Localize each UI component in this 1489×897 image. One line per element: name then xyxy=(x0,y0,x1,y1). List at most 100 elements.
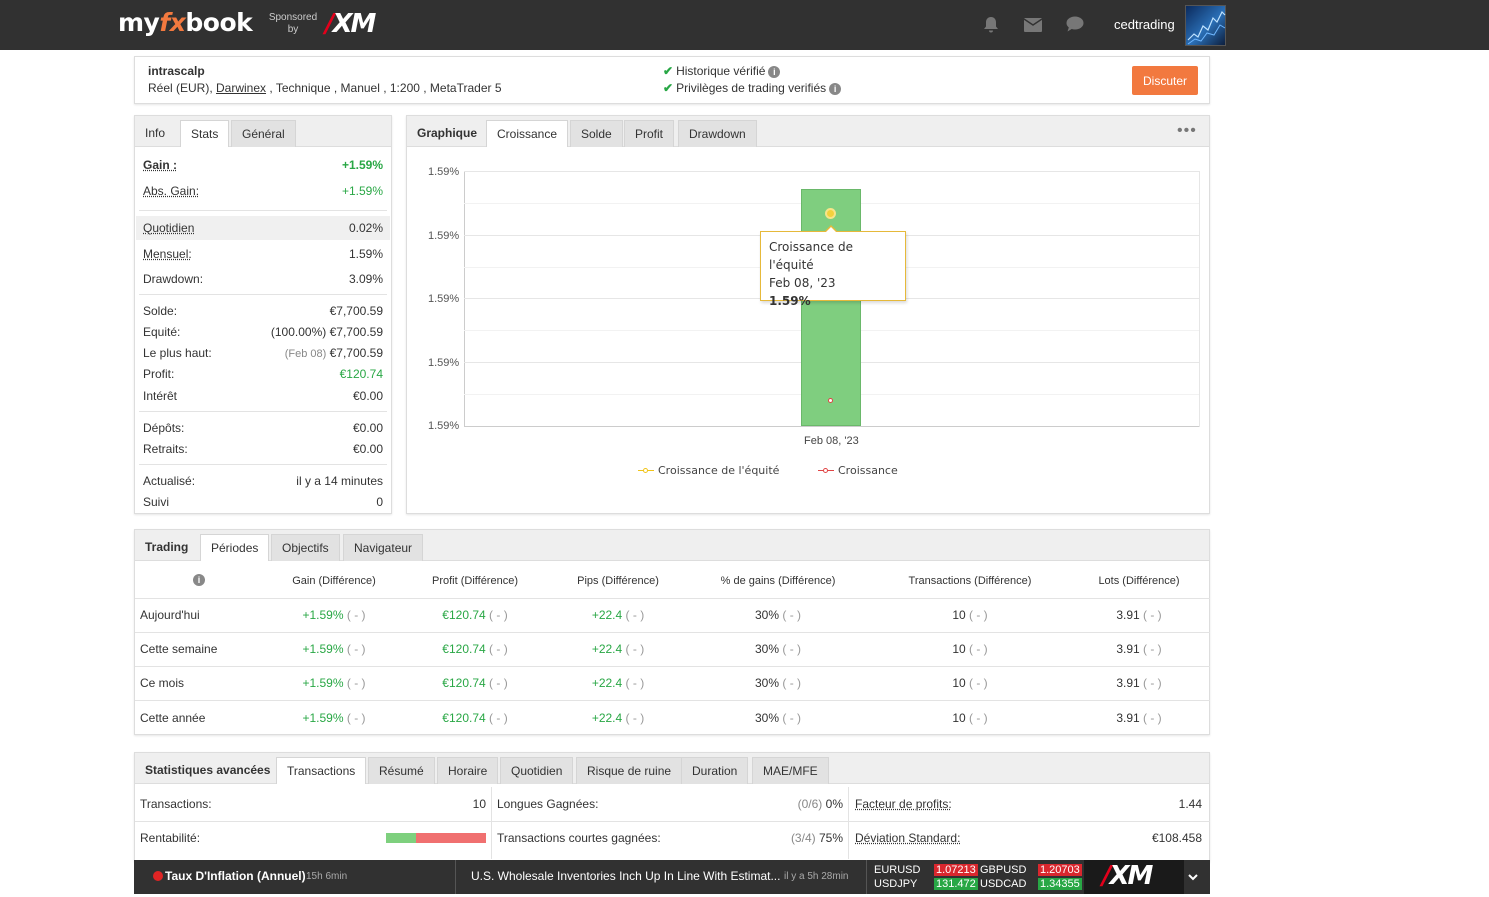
info-icon[interactable]: i xyxy=(768,65,781,78)
monthly-label[interactable]: Mensuel: xyxy=(143,247,192,261)
tab-duration[interactable]: Duration xyxy=(681,757,749,784)
account-header-panel xyxy=(134,56,1210,104)
drawdown-label: Drawdown: xyxy=(143,272,204,286)
info-icon[interactable]: i xyxy=(829,82,842,95)
row-divider xyxy=(135,821,1210,822)
chat-icon[interactable] xyxy=(1066,16,1084,34)
equity-growth-point[interactable] xyxy=(825,208,836,219)
economic-event[interactable]: Taux D'Inflation (Annuel) xyxy=(165,869,306,883)
adv-trades-label: Transactions: xyxy=(140,797,212,811)
divider xyxy=(139,464,387,465)
adv-profit-factor-label[interactable]: Facteur de profits: xyxy=(855,797,952,811)
broker-link[interactable]: Darwinex xyxy=(216,81,267,95)
table-divider xyxy=(135,598,1210,599)
daily-row-highlight xyxy=(136,216,390,240)
trading-privileges-verified: ✔ Privilèges de trading verifiés i xyxy=(663,81,842,95)
column-divider xyxy=(848,787,849,859)
tab-solde[interactable]: Solde xyxy=(570,120,623,147)
col-header-profit: Profit (Différence) xyxy=(432,575,518,587)
tab-objectifs[interactable]: Objectifs xyxy=(271,534,340,561)
tab-general[interactable]: Général xyxy=(231,120,296,147)
period-value: +22.4 xyxy=(591,711,623,725)
discuss-button[interactable]: Discuter xyxy=(1132,66,1198,95)
period-value: +1.59% xyxy=(302,711,344,725)
equity-percent: (100.00%) xyxy=(270,325,327,339)
period-cell-gain: +1.59% ( - ) xyxy=(284,608,384,622)
updated-label: Actualisé: xyxy=(143,474,196,488)
bell-icon[interactable] xyxy=(982,16,1000,34)
sponsored-by-text: by xyxy=(287,24,299,35)
gridline xyxy=(464,171,1199,172)
check-icon: ✔ xyxy=(663,81,674,95)
username-link[interactable]: cedtrading xyxy=(1114,17,1175,32)
tab-mae-mfe[interactable]: MAE/MFE xyxy=(752,757,829,784)
history-verified-text: Historique vérifié xyxy=(676,64,766,78)
xm-sponsor-logo[interactable]: /XM xyxy=(325,9,376,39)
legend-growth[interactable]: Croissance xyxy=(818,464,898,477)
period-difference: ( - ) xyxy=(489,711,508,725)
tooltip-date: Feb 08, '23 xyxy=(769,276,836,290)
tab-drawdown[interactable]: Drawdown xyxy=(678,120,757,147)
period-cell-profit: €120.74 ( - ) xyxy=(415,676,535,690)
tab-quotidien[interactable]: Quotidien xyxy=(500,757,574,784)
period-value: +22.4 xyxy=(591,642,623,656)
sponsored-text: Sponsored xyxy=(268,12,318,23)
long-won-percent: 0% xyxy=(825,797,843,811)
myfxbook-logo[interactable]: myfxbook xyxy=(118,8,253,37)
period-value: 3.91 xyxy=(1116,642,1140,656)
info-icon[interactable]: i xyxy=(193,574,205,586)
period-difference: ( - ) xyxy=(782,608,802,622)
tab-horaire[interactable]: Horaire xyxy=(437,757,499,784)
tab-resume[interactable]: Résumé xyxy=(368,757,435,784)
period-value: +22.4 xyxy=(591,676,623,690)
avatar[interactable] xyxy=(1185,5,1226,46)
adv-std-dev-label[interactable]: Déviation Standard: xyxy=(855,831,961,845)
followed-value: 0 xyxy=(376,495,383,509)
drawdown-row: Drawdown: 3.09% xyxy=(143,270,383,288)
xm-ad-logo[interactable]: /XM xyxy=(1084,860,1184,894)
daily-row: Quotidien 0.02% xyxy=(143,219,383,237)
tab-risque-de-ruine[interactable]: Risque de ruine xyxy=(576,757,683,784)
news-headline[interactable]: U.S. Wholesale Inventories Inch Up In Li… xyxy=(471,869,781,883)
period-difference: ( - ) xyxy=(489,642,508,656)
column-divider xyxy=(491,787,492,859)
col-header-gain: Gain (Différence) xyxy=(292,575,376,587)
tab-periodes[interactable]: Périodes xyxy=(200,534,270,561)
more-options-icon[interactable]: ••• xyxy=(1177,122,1197,139)
period-difference: ( - ) xyxy=(1143,711,1162,725)
trading-privileges-text: Privilèges de trading verifiés xyxy=(676,81,827,95)
tab-stats[interactable]: Stats xyxy=(180,120,230,147)
chart-tooltip: Croissance de l'équité Feb 08, '23 1.59% xyxy=(760,231,906,308)
logo-text-fx: fx xyxy=(159,8,186,37)
tab-info[interactable]: Info xyxy=(145,126,166,140)
tab-transactions[interactable]: Transactions xyxy=(276,757,367,784)
period-difference: ( - ) xyxy=(969,676,988,690)
account-details: , Technique , Manuel , 1:200 , MetaTrade… xyxy=(266,81,502,95)
gain-row: Gain : +1.59% xyxy=(143,156,383,174)
daily-label[interactable]: Quotidien xyxy=(143,221,195,235)
interest-label: Intérêt xyxy=(143,389,178,403)
period-cell-gain: +1.59% ( - ) xyxy=(284,676,384,690)
stats-tabbar: Info Stats Général xyxy=(135,116,391,147)
tab-trading: Trading xyxy=(145,540,189,554)
withdrawals-row: Retraits: €0.00 xyxy=(143,440,383,458)
y-tick-label: 1.59% xyxy=(428,357,460,369)
tab-croissance[interactable]: Croissance xyxy=(486,120,569,147)
legend-equity-growth[interactable]: Croissance de l'équité xyxy=(638,464,779,477)
chevron-down-icon[interactable] xyxy=(1186,870,1200,884)
gain-label[interactable]: Gain : xyxy=(143,158,178,172)
xm-ad-logo-text: XM xyxy=(1109,861,1154,891)
period-cell-wins: 30% ( - ) xyxy=(708,608,848,622)
mail-icon[interactable] xyxy=(1023,16,1043,34)
col-header-transactions: Transactions (Différence) xyxy=(908,575,1032,587)
period-cell-trades: 10 ( - ) xyxy=(895,608,1045,622)
period-cell-profit: €120.74 ( - ) xyxy=(415,642,535,656)
period-cell-trades: 10 ( - ) xyxy=(895,642,1045,656)
tooltip-title: Croissance de l'équité xyxy=(769,240,853,272)
tab-navigateur[interactable]: Navigateur xyxy=(343,534,424,561)
tab-profit[interactable]: Profit xyxy=(624,120,675,147)
profit-row: Profit: €120.74 xyxy=(143,365,383,383)
growth-point[interactable] xyxy=(828,398,833,403)
period-value: €120.74 xyxy=(442,608,486,622)
abs-gain-label[interactable]: Abs. Gain: xyxy=(143,184,200,198)
